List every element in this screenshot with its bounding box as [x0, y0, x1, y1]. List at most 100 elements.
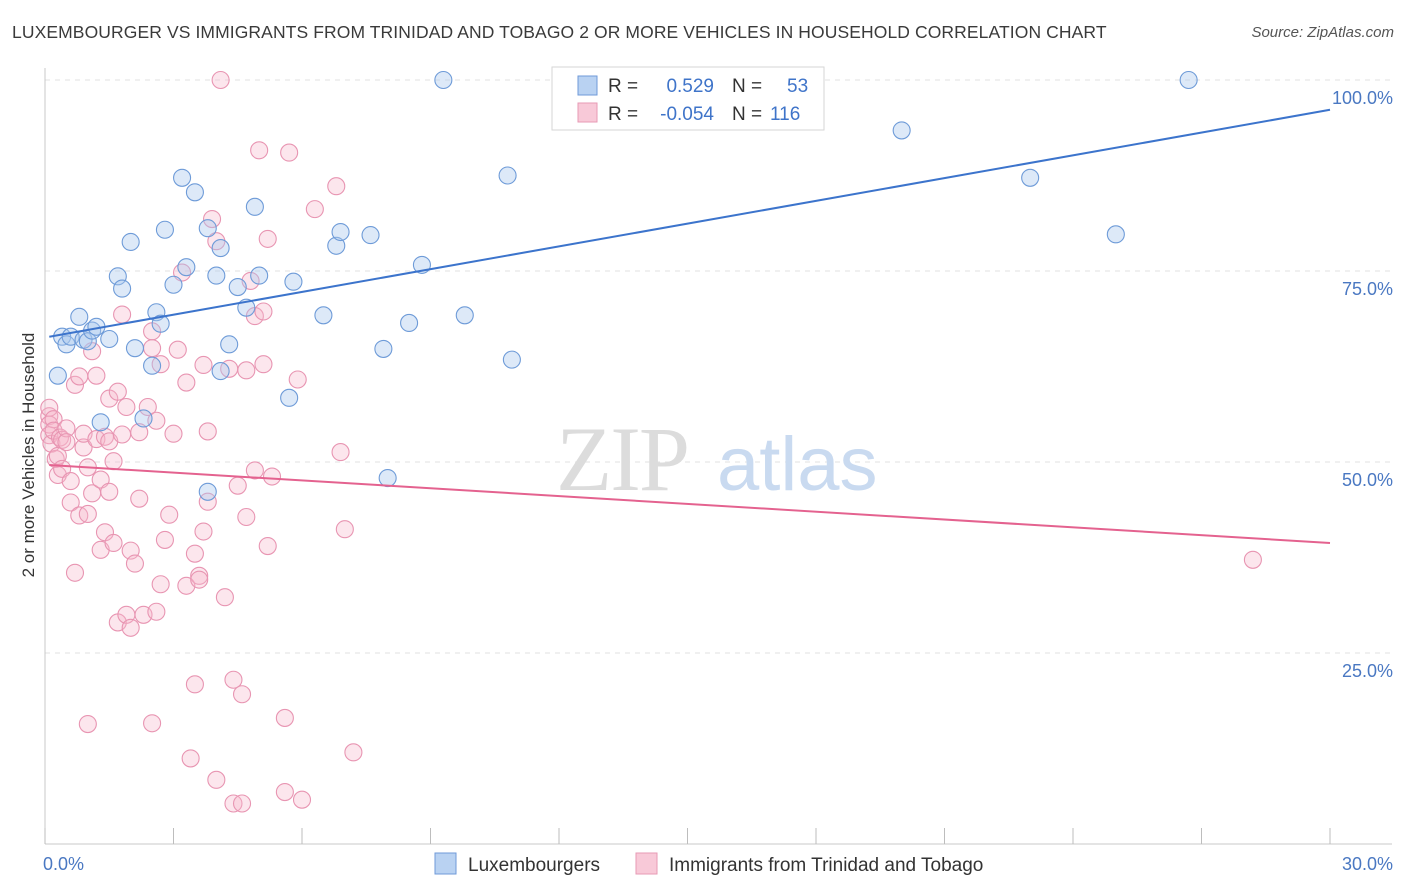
data-point-luxembourgers — [455, 306, 474, 325]
data-point-immigrants — [130, 423, 149, 442]
data-point-immigrants — [87, 366, 106, 385]
data-point-luxembourgers — [198, 482, 217, 501]
data-point-luxembourgers — [143, 356, 162, 375]
data-point-immigrants — [113, 305, 132, 324]
legend-n-value-pink: 116 — [770, 104, 800, 125]
data-point-luxembourgers — [314, 306, 333, 325]
data-point-luxembourgers — [502, 350, 521, 369]
data-point-luxembourgers — [211, 362, 230, 381]
data-point-immigrants — [181, 749, 200, 768]
data-point-immigrants — [224, 670, 243, 689]
data-point-immigrants — [108, 382, 127, 401]
data-point-luxembourgers — [177, 258, 196, 277]
data-point-immigrants — [335, 520, 354, 539]
data-point-immigrants — [40, 398, 59, 417]
data-point-immigrants — [198, 422, 217, 441]
data-point-immigrants — [344, 743, 363, 762]
data-point-immigrants — [155, 530, 174, 549]
data-point-immigrants — [258, 229, 277, 248]
data-point-immigrants — [280, 143, 299, 162]
data-point-luxembourgers — [207, 266, 226, 285]
trend-line-immigrants — [49, 464, 1331, 544]
y-tick-label: 50.0% — [1342, 470, 1393, 490]
watermark-zip: ZIP — [556, 408, 688, 510]
data-point-luxembourgers — [250, 266, 269, 285]
data-point-immigrants — [331, 443, 350, 462]
data-point-luxembourgers — [220, 335, 239, 354]
y-axis-label: 2 or more Vehicles in Household — [19, 333, 38, 578]
series-luxembourgers — [48, 70, 1198, 501]
series-immigrants-trinidad-tobago — [40, 70, 1262, 813]
axes — [44, 68, 1392, 845]
data-point-immigrants — [215, 588, 234, 607]
data-point-immigrants — [327, 177, 346, 196]
data-point-immigrants — [258, 536, 277, 556]
tick-labels: 25.0% 50.0% 75.0% 100.0% 0.0% 30.0% — [43, 88, 1393, 874]
data-point-immigrants — [177, 373, 196, 392]
data-point-immigrants — [57, 433, 76, 452]
data-point-immigrants — [74, 438, 93, 457]
y-tick-label: 100.0% — [1332, 88, 1393, 108]
data-point-immigrants — [190, 570, 209, 589]
data-point-luxembourgers — [151, 314, 170, 333]
data-point-immigrants — [65, 563, 85, 582]
legend-r-label: R = — [608, 76, 638, 97]
grid-lines — [45, 79, 1392, 654]
data-point-immigrants — [100, 482, 119, 501]
data-point-immigrants — [232, 794, 252, 813]
data-point-immigrants — [185, 675, 204, 694]
trend-line-luxembourgers — [49, 108, 1331, 338]
data-point-immigrants — [207, 770, 226, 789]
data-point-luxembourgers — [280, 388, 299, 407]
data-point-luxembourgers — [245, 197, 264, 216]
data-point-immigrants — [151, 575, 170, 594]
legend-r-value-pink: -0.054 — [660, 104, 714, 125]
data-point-immigrants — [237, 507, 256, 527]
data-point-immigrants — [262, 467, 282, 486]
x-tick-label: 0.0% — [43, 854, 84, 874]
data-point-immigrants — [104, 452, 123, 471]
data-point-immigrants — [232, 685, 252, 704]
data-point-immigrants — [228, 476, 247, 495]
data-point-immigrants — [288, 370, 307, 389]
data-point-immigrants — [203, 209, 222, 229]
trend-lines — [49, 108, 1331, 544]
data-point-luxembourgers — [378, 468, 397, 488]
data-point-immigrants — [198, 492, 217, 511]
data-point-immigrants — [50, 428, 70, 447]
data-point-immigrants — [185, 544, 204, 563]
series-legend-swatch-blue — [434, 852, 457, 875]
data-point-immigrants — [254, 302, 273, 321]
data-point-luxembourgers — [125, 339, 144, 358]
legend-n-label-2: N = — [732, 104, 762, 125]
data-point-luxembourgers — [48, 366, 67, 385]
data-point-immigrants — [125, 554, 144, 573]
data-point-immigrants — [147, 602, 166, 621]
data-point-luxembourgers — [134, 409, 153, 428]
data-point-immigrants — [61, 472, 80, 491]
data-point-immigrants — [250, 141, 269, 160]
data-point-luxembourgers — [892, 121, 911, 140]
data-point-immigrants — [78, 504, 97, 524]
data-point-luxembourgers — [1179, 70, 1198, 90]
data-point-immigrants — [91, 470, 110, 489]
data-point-luxembourgers — [113, 279, 132, 298]
data-point-immigrants — [65, 375, 85, 394]
data-point-luxembourgers — [327, 236, 346, 255]
data-point-immigrants — [117, 397, 136, 417]
legend-swatch-pink — [577, 102, 598, 123]
watermark: ZIP atlas — [556, 408, 878, 510]
data-point-immigrants — [275, 782, 294, 802]
data-point-luxembourgers — [434, 70, 453, 90]
data-point-immigrants — [245, 461, 264, 480]
data-point-luxembourgers — [173, 168, 192, 187]
legend-swatch-blue — [577, 75, 598, 96]
data-point-luxembourgers — [155, 220, 174, 239]
y-tick-label: 75.0% — [1342, 279, 1393, 299]
data-point-immigrants — [61, 493, 80, 512]
legend-r-value-blue: 0.529 — [666, 76, 714, 97]
data-point-immigrants — [78, 715, 97, 734]
data-point-immigrants — [57, 419, 76, 438]
data-point-immigrants — [121, 618, 140, 637]
